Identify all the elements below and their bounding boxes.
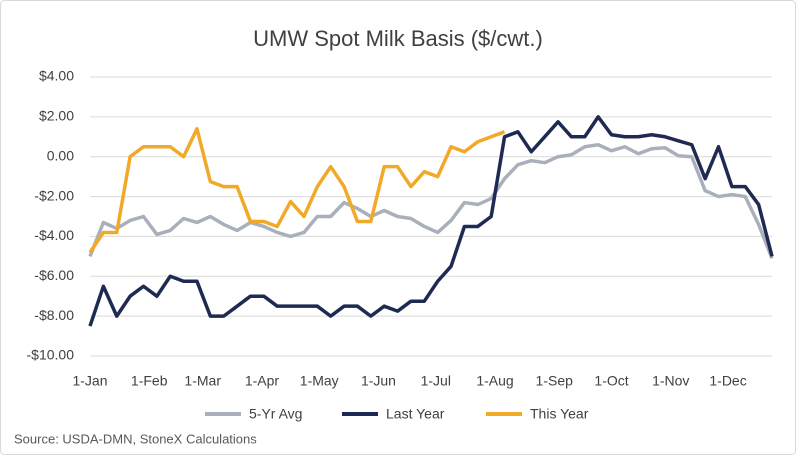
x-tick-label: 1-Mar xyxy=(184,373,221,389)
x-tick-label: 1-May xyxy=(300,373,339,389)
series-line xyxy=(88,115,774,327)
x-tick-label: 1-Nov xyxy=(652,373,689,389)
x-tick-label: 1-Dec xyxy=(709,373,746,389)
y-tick-label: -$10.00 xyxy=(27,347,75,363)
series-line xyxy=(88,127,506,254)
legend-label: Last Year xyxy=(386,406,445,422)
x-tick-label: 1-Oct xyxy=(594,373,628,389)
y-tick-label: 0.00 xyxy=(47,147,74,163)
legend-label: This Year xyxy=(530,406,589,422)
x-tick-label: 1-Feb xyxy=(131,373,168,389)
source-note: Source: USDA-DMN, StoneX Calculations xyxy=(14,431,257,446)
x-tick-label: 1-Jan xyxy=(72,373,107,389)
y-tick-label: -$2.00 xyxy=(34,187,74,203)
y-tick-label: $2.00 xyxy=(39,108,74,124)
series-line xyxy=(88,143,774,259)
y-tick-label: -$4.00 xyxy=(34,227,74,243)
x-tick-label: 1-Apr xyxy=(245,373,280,389)
y-tick-label: -$8.00 xyxy=(34,307,74,323)
x-tick-label: 1-Jul xyxy=(421,373,451,389)
y-tick-label: $4.00 xyxy=(39,68,74,84)
chart-title: UMW Spot Milk Basis ($/cwt.) xyxy=(253,26,543,51)
y-tick-label: -$6.00 xyxy=(34,267,74,283)
x-tick-label: 1-Sep xyxy=(536,373,574,389)
legend-label: 5-Yr Avg xyxy=(249,406,302,422)
x-tick-label: 1-Aug xyxy=(476,373,513,389)
x-tick-label: 1-Jun xyxy=(361,373,396,389)
